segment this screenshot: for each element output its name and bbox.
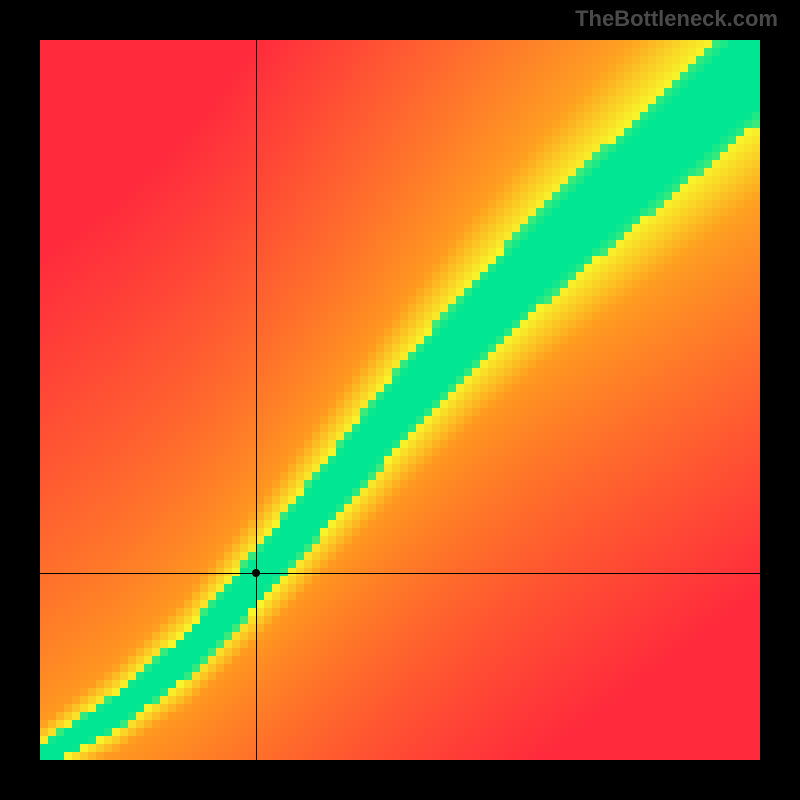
crosshair-horizontal	[40, 573, 760, 574]
crosshair-point	[252, 569, 260, 577]
watermark-text: TheBottleneck.com	[575, 6, 778, 32]
chart-container: TheBottleneck.com	[0, 0, 800, 800]
crosshair-vertical	[256, 40, 257, 760]
heatmap-canvas	[40, 40, 760, 760]
plot-area	[40, 40, 760, 760]
